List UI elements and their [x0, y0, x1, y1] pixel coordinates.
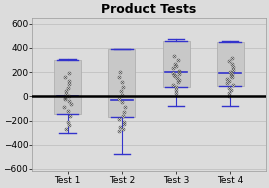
- Bar: [54, 60, 81, 114]
- Title: Product Tests: Product Tests: [101, 3, 197, 17]
- Bar: [162, 41, 190, 87]
- Bar: [217, 42, 244, 86]
- Bar: [108, 49, 135, 118]
